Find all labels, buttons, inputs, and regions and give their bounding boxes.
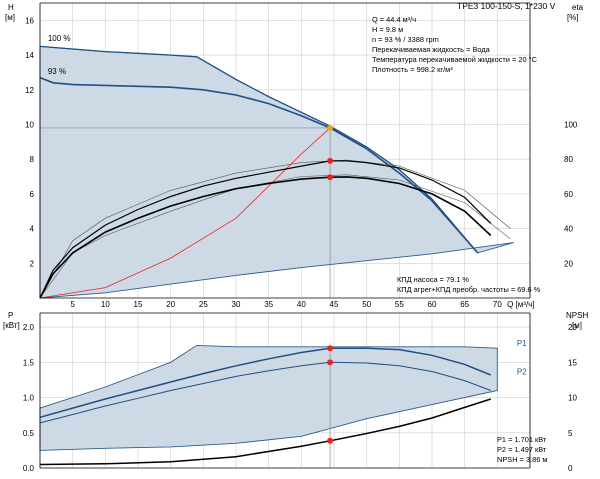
operating-area-layer <box>39 45 514 451</box>
y-tick-label: 4 <box>30 225 35 234</box>
p1-curve <box>39 347 492 419</box>
curve-label-p1: P1 <box>517 339 527 348</box>
y2-axis-label: NPSH <box>566 311 588 320</box>
efficiency-note: КПД насоса = 79.1 % <box>397 275 469 284</box>
total-efficiency-curve <box>39 176 492 299</box>
y-tick-label: 10 <box>25 120 34 129</box>
x-tick-label: 60 <box>428 300 437 309</box>
info-line: H = 9.8 м <box>372 25 403 34</box>
duty-point <box>327 359 334 366</box>
x-axis-label: Q [м³/ч] <box>507 300 534 309</box>
x-tick-label: 5 <box>70 300 75 309</box>
curve-label-93: 93 % <box>48 67 66 76</box>
info-line: Плотность = 998.2 кг/м³ <box>372 65 453 74</box>
x-tick-label: 30 <box>232 300 241 309</box>
y2-axis-unit: [%] <box>567 13 579 22</box>
x-tick-label: 15 <box>134 300 143 309</box>
duty-point <box>327 345 334 352</box>
y-tick-label: 6 <box>30 190 35 199</box>
y2-tick-label: 20 <box>568 323 577 332</box>
power-note: NPSH = 3.86 м <box>497 455 547 464</box>
y2-axis-unit: [м] <box>572 321 582 330</box>
y2-tick-label: 40 <box>564 225 573 234</box>
x-tick-label: 65 <box>460 300 469 309</box>
y-tick-label: 0.5 <box>23 429 35 438</box>
curve-label-p2: P2 <box>517 367 527 376</box>
y2-tick-label: 20 <box>564 259 573 268</box>
x-tick-label: 70 <box>493 300 502 309</box>
duty-point <box>327 157 334 164</box>
y2-tick-label: 60 <box>564 190 573 199</box>
system-curve <box>39 127 331 299</box>
head-curve-93 <box>39 76 479 254</box>
x-tick-label: 20 <box>166 300 175 309</box>
efficiency-notes: КПД насоса = 79.1 % КПД агрег+КПД преобр… <box>397 275 541 294</box>
x-tick-label: 35 <box>264 300 273 309</box>
y-tick-label: 8 <box>30 155 35 164</box>
y-tick-label: 1.0 <box>23 394 35 403</box>
curve-label-100: 100 % <box>48 34 71 43</box>
eff-reference-curve <box>39 174 511 299</box>
duty-point <box>327 174 334 181</box>
x-tick-label: 25 <box>199 300 208 309</box>
y-tick-label: 1.5 <box>23 358 35 367</box>
y2-tick-label: 5 <box>568 429 573 438</box>
y-tick-label: 2 <box>30 259 35 268</box>
y-tick-label: 16 <box>25 16 34 25</box>
eff-reference-curve <box>39 159 511 299</box>
pump-title: TPE3 100-150-S, 1*230 V <box>457 1 556 11</box>
info-line: n = 93 % / 3388 rpm <box>372 35 439 44</box>
x-tick-label: 10 <box>101 300 110 309</box>
x-tick-label: 55 <box>395 300 404 309</box>
head-operating-area <box>39 45 514 299</box>
head-curve-100 <box>39 45 479 254</box>
power-notes: P1 = 1.701 кВт P2 = 1.497 кВт NPSH = 3.8… <box>497 435 547 464</box>
x-tick-label: 50 <box>362 300 371 309</box>
x-tick-label: 40 <box>297 300 306 309</box>
y-axis-unit: [м] <box>5 13 15 22</box>
y-tick-label: 12 <box>25 86 34 95</box>
y2-tick-label: 100 <box>564 120 578 129</box>
pump-efficiency-curve <box>39 160 492 299</box>
power-note: P2 = 1.497 кВт <box>497 445 547 454</box>
duty-point <box>327 124 334 131</box>
power-note: P1 = 1.701 кВт <box>497 435 547 444</box>
y-axis-unit: [кВт] <box>3 321 20 330</box>
p2-curve <box>39 361 491 424</box>
duty-points-layer <box>327 124 334 444</box>
y-axis-label: H <box>8 3 14 12</box>
y2-axis-label: eta <box>572 3 584 12</box>
power-operating-area <box>39 344 498 451</box>
info-line: Температура перекачиваемой жидкости = 20… <box>372 55 538 64</box>
curves-layer: 100 % 93 % P1 P2 <box>39 34 527 468</box>
info-line: Перекачиваемая жидкость = Вода <box>372 45 491 54</box>
y2-tick-label: 0 <box>568 464 573 473</box>
info-line: Q = 44.4 м³/ч <box>372 15 416 24</box>
y-tick-label: 2.0 <box>23 323 35 332</box>
duty-info-block: Q = 44.4 м³/ч H = 9.8 м n = 93 % / 3388 … <box>372 15 538 74</box>
y-tick-label: 0.0 <box>23 464 35 473</box>
y2-tick-label: 15 <box>568 358 577 367</box>
y2-tick-label: 80 <box>564 155 573 164</box>
y-tick-label: 14 <box>25 51 34 60</box>
y-axis-label: P <box>8 311 13 320</box>
duty-point <box>327 437 334 444</box>
efficiency-note: КПД агрег+КПД преобр. частоты = 69.6 % <box>397 285 541 294</box>
y2-tick-label: 10 <box>568 394 577 403</box>
x-tick-label: 45 <box>330 300 339 309</box>
